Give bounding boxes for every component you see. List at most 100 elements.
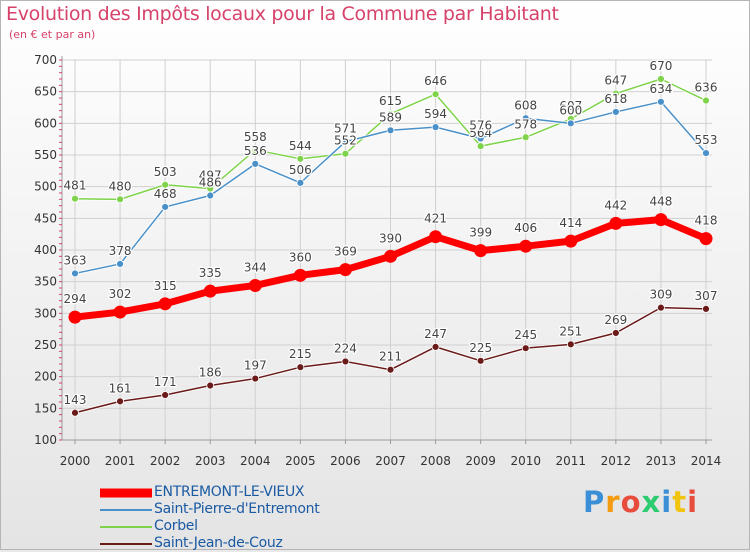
data-label: 607 bbox=[559, 99, 582, 113]
data-point bbox=[476, 356, 485, 365]
data-label: 406 bbox=[514, 221, 537, 235]
data-point bbox=[474, 244, 488, 258]
data-point bbox=[341, 137, 350, 146]
data-point bbox=[429, 230, 443, 244]
x-tick-label: 2007 bbox=[375, 454, 406, 468]
data-point bbox=[296, 178, 305, 187]
data-point bbox=[206, 191, 215, 200]
y-tick-label: 300 bbox=[34, 306, 57, 320]
data-point bbox=[386, 126, 395, 135]
data-label: 552 bbox=[334, 134, 357, 148]
data-label: 269 bbox=[604, 313, 627, 327]
data-point bbox=[611, 89, 620, 98]
data-label: 600 bbox=[559, 103, 582, 117]
legend-swatch bbox=[100, 542, 152, 545]
legend-label: Saint-Jean-de-Couz bbox=[154, 535, 283, 551]
y-tick-label: 550 bbox=[34, 148, 57, 162]
x-tick-label: 2004 bbox=[240, 454, 271, 468]
x-tick-label: 2001 bbox=[105, 454, 136, 468]
y-tick-label: 150 bbox=[34, 401, 57, 415]
data-point bbox=[71, 408, 79, 417]
x-tick-label: 2012 bbox=[601, 454, 632, 468]
data-label: 589 bbox=[379, 110, 402, 124]
data-label: 414 bbox=[559, 216, 582, 230]
data-point bbox=[203, 284, 217, 298]
x-tick-label: 2002 bbox=[150, 454, 181, 468]
logo-letter: i bbox=[661, 485, 673, 519]
data-label: 399 bbox=[469, 226, 492, 240]
x-tick-label: 2000 bbox=[60, 454, 91, 468]
logo-letter: r bbox=[605, 485, 621, 519]
data-point bbox=[296, 154, 305, 163]
data-point bbox=[161, 180, 170, 189]
data-point bbox=[702, 149, 710, 158]
data-label: 390 bbox=[379, 231, 402, 245]
data-label: 245 bbox=[514, 328, 537, 342]
legend-swatch bbox=[100, 525, 152, 528]
data-point bbox=[116, 195, 124, 204]
data-point bbox=[251, 159, 260, 168]
data-label: 544 bbox=[289, 139, 312, 153]
data-point bbox=[699, 232, 713, 246]
y-tick-label: 400 bbox=[34, 243, 57, 257]
x-tick-label: 2013 bbox=[646, 454, 677, 468]
data-point bbox=[338, 263, 352, 277]
x-tick-label: 2014 bbox=[691, 454, 722, 468]
data-label: 224 bbox=[334, 341, 357, 355]
data-point bbox=[251, 374, 260, 383]
chart-title: Evolution des Impôts locaux pour la Comm… bbox=[6, 3, 559, 25]
data-label: 615 bbox=[379, 94, 402, 108]
data-point bbox=[611, 329, 620, 337]
data-point bbox=[657, 303, 665, 312]
data-label: 448 bbox=[649, 195, 672, 209]
data-label: 536 bbox=[244, 144, 267, 158]
data-label: 608 bbox=[514, 98, 537, 112]
data-label: 578 bbox=[514, 117, 537, 131]
y-tick-label: 450 bbox=[34, 211, 57, 225]
data-label: 247 bbox=[424, 327, 447, 341]
data-label: 486 bbox=[199, 176, 222, 190]
data-label: 558 bbox=[244, 130, 267, 144]
data-point bbox=[293, 268, 307, 282]
data-point bbox=[476, 134, 485, 143]
y-tick-label: 350 bbox=[34, 275, 57, 289]
data-point bbox=[341, 357, 350, 366]
data-label: 506 bbox=[289, 163, 312, 177]
data-point bbox=[206, 381, 215, 390]
legend-swatch bbox=[100, 488, 152, 497]
data-label: 481 bbox=[64, 179, 87, 193]
data-label: 503 bbox=[154, 165, 177, 179]
y-tick-label: 200 bbox=[34, 370, 57, 384]
y-tick-label: 650 bbox=[34, 85, 57, 99]
data-label: 468 bbox=[154, 187, 177, 201]
data-point bbox=[657, 97, 665, 106]
data-point bbox=[386, 365, 395, 374]
data-point bbox=[611, 108, 620, 116]
data-label: 225 bbox=[469, 341, 492, 355]
x-tick-label: 2010 bbox=[510, 454, 541, 468]
data-point bbox=[341, 149, 350, 158]
data-label: 307 bbox=[695, 289, 718, 303]
legend-label: Saint-Pierre-d'Entremont bbox=[154, 501, 320, 517]
data-point bbox=[566, 119, 575, 128]
data-point bbox=[519, 239, 533, 253]
data-label: 553 bbox=[695, 133, 718, 147]
y-tick-label: 100 bbox=[34, 433, 57, 447]
data-label: 186 bbox=[199, 366, 222, 380]
data-point bbox=[609, 216, 623, 230]
x-tick-label: 2008 bbox=[420, 454, 451, 468]
logo-letter: t bbox=[672, 485, 688, 519]
data-point bbox=[384, 249, 397, 263]
logo-letter: o bbox=[620, 485, 642, 519]
logo-letter: P bbox=[583, 485, 606, 519]
data-label: 594 bbox=[424, 107, 447, 121]
data-label: 636 bbox=[695, 81, 718, 95]
x-tick-label: 2006 bbox=[330, 454, 361, 468]
data-point bbox=[71, 269, 79, 278]
data-label: 215 bbox=[289, 347, 312, 361]
data-point bbox=[431, 90, 440, 99]
data-point bbox=[564, 234, 578, 248]
data-point bbox=[116, 260, 124, 268]
data-label: 571 bbox=[334, 122, 357, 136]
